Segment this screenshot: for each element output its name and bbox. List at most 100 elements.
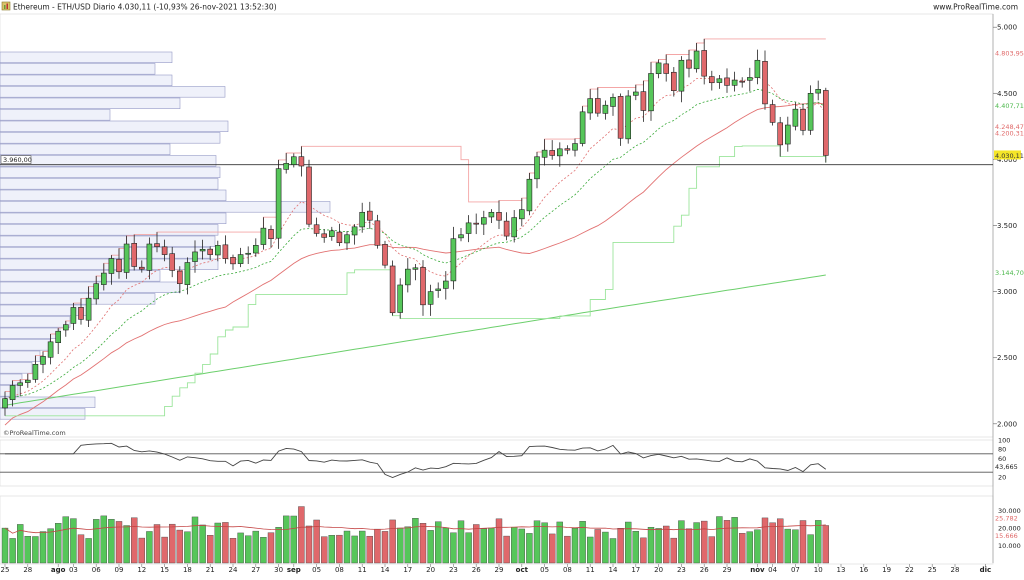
- candle-body[interactable]: [518, 209, 525, 220]
- candle-body[interactable]: [815, 89, 822, 94]
- candle-body[interactable]: [161, 246, 168, 255]
- candle-body[interactable]: [541, 149, 548, 158]
- candle-body[interactable]: [564, 148, 571, 151]
- candle-body[interactable]: [800, 108, 806, 131]
- candle-body[interactable]: [116, 258, 122, 273]
- candle-body[interactable]: [298, 156, 305, 167]
- candle-body[interactable]: [701, 50, 708, 77]
- candle-body[interactable]: [632, 91, 639, 96]
- candle-body[interactable]: [777, 122, 784, 146]
- candle-body[interactable]: [328, 230, 335, 237]
- candle-body[interactable]: [230, 257, 236, 265]
- candle-body[interactable]: [496, 212, 502, 221]
- candle-body[interactable]: [427, 291, 434, 305]
- candle-body[interactable]: [670, 71, 677, 91]
- candle-body[interactable]: [78, 307, 84, 320]
- candle-body[interactable]: [579, 111, 586, 144]
- candle-body[interactable]: [739, 80, 746, 83]
- candle-body[interactable]: [602, 104, 609, 114]
- candle-body[interactable]: [420, 267, 426, 306]
- candle-body[interactable]: [511, 217, 518, 238]
- candle-body[interactable]: [594, 98, 601, 114]
- candle-body[interactable]: [754, 59, 761, 78]
- candle-body[interactable]: [374, 220, 381, 246]
- candle-body[interactable]: [731, 79, 738, 86]
- candle-body[interactable]: [24, 379, 31, 383]
- candle-body[interactable]: [222, 244, 229, 259]
- candle-body[interactable]: [93, 283, 99, 300]
- candle-body[interactable]: [283, 163, 290, 170]
- candle-body[interactable]: [237, 254, 244, 264]
- candle-body[interactable]: [708, 76, 715, 84]
- candle-body[interactable]: [70, 307, 77, 324]
- candle-body[interactable]: [397, 284, 404, 313]
- candle-body[interactable]: [85, 297, 92, 321]
- candle-body[interactable]: [746, 77, 753, 81]
- candle-body[interactable]: [716, 78, 723, 83]
- brand-text[interactable]: www.ProRealTime.com: [933, 3, 1018, 12]
- candle-body[interactable]: [648, 73, 654, 112]
- candle-body[interactable]: [663, 63, 670, 74]
- candle-body[interactable]: [572, 143, 578, 151]
- candle-body[interactable]: [17, 382, 24, 386]
- candle-body[interactable]: [587, 98, 594, 114]
- candle-body[interactable]: [199, 248, 206, 252]
- candle-body[interactable]: [655, 62, 662, 75]
- candle-body[interactable]: [724, 77, 730, 86]
- candle-body[interactable]: [47, 341, 54, 358]
- candle-body[interactable]: [101, 272, 107, 285]
- candle-body[interactable]: [366, 210, 373, 221]
- candle-body[interactable]: [55, 330, 62, 343]
- candle-body[interactable]: [686, 59, 692, 69]
- candle-body[interactable]: [192, 251, 198, 262]
- candle-body[interactable]: [184, 262, 191, 285]
- candle-body[interactable]: [488, 211, 495, 218]
- candle-body[interactable]: [769, 104, 776, 123]
- candle-body[interactable]: [382, 244, 388, 266]
- candle-body[interactable]: [822, 90, 829, 156]
- candle-body[interactable]: [617, 96, 624, 139]
- candle-body[interactable]: [253, 245, 259, 254]
- candle-body[interactable]: [177, 270, 183, 284]
- candle-body[interactable]: [792, 108, 799, 127]
- candle-body[interactable]: [313, 224, 320, 234]
- candle-body[interactable]: [336, 231, 343, 243]
- candlesticks[interactable]: [2, 38, 829, 416]
- candle-body[interactable]: [526, 178, 533, 212]
- candle-body[interactable]: [40, 356, 46, 365]
- candle-body[interactable]: [245, 252, 251, 255]
- candle-body[interactable]: [306, 166, 312, 225]
- candle-body[interactable]: [260, 227, 267, 245]
- candle-body[interactable]: [268, 229, 274, 240]
- candle-body[interactable]: [458, 234, 464, 239]
- candle-body[interactable]: [290, 156, 297, 165]
- candle-body[interactable]: [450, 238, 457, 282]
- candle-body[interactable]: [344, 234, 350, 244]
- candle-body[interactable]: [640, 91, 647, 111]
- candle-body[interactable]: [465, 222, 472, 234]
- candle-body[interactable]: [693, 50, 700, 70]
- candle-body[interactable]: [108, 258, 115, 274]
- candle-body[interactable]: [556, 148, 563, 157]
- candle-body[interactable]: [169, 253, 175, 271]
- candle-body[interactable]: [762, 61, 768, 105]
- candle-body[interactable]: [146, 243, 153, 271]
- candle-body[interactable]: [480, 217, 487, 225]
- candle-body[interactable]: [610, 96, 616, 107]
- candle-body[interactable]: [123, 243, 130, 273]
- candle-body[interactable]: [139, 266, 145, 270]
- candle-body[interactable]: [435, 288, 442, 291]
- candle-body[interactable]: [473, 222, 480, 225]
- candle-body[interactable]: [442, 280, 449, 289]
- candle-body[interactable]: [503, 220, 510, 237]
- candle-body[interactable]: [275, 168, 282, 239]
- candle-body[interactable]: [389, 265, 396, 314]
- candle-body[interactable]: [351, 226, 358, 236]
- candle-body[interactable]: [625, 95, 632, 140]
- candle-body[interactable]: [321, 233, 328, 238]
- candle-body[interactable]: [412, 267, 419, 270]
- candle-body[interactable]: [154, 243, 160, 247]
- candle-body[interactable]: [807, 93, 814, 131]
- candle-body[interactable]: [131, 243, 137, 267]
